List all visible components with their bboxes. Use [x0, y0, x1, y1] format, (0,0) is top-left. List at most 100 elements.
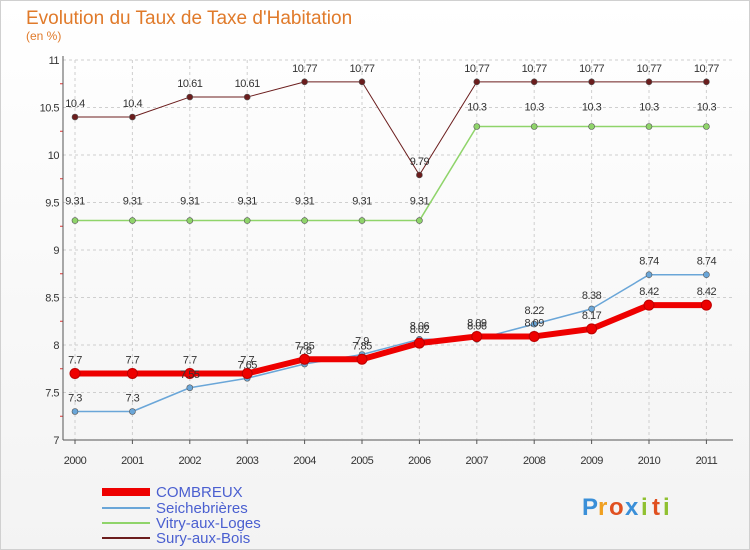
data-label-sury-aux-bois: 10.4	[65, 98, 85, 110]
data-point-combreux	[126, 368, 138, 379]
data-label-combreux: 8.42	[697, 286, 717, 298]
data-label-vitry-aux-loges: 9.31	[352, 196, 372, 208]
data-label-seichebri-res: 8.06	[467, 320, 487, 332]
legend-label: Seichebrières	[156, 500, 248, 517]
legend: COMBREUXSeichebrièresVitry-aux-LogesSury…	[102, 484, 261, 547]
data-label-sury-aux-bois: 10.61	[177, 78, 202, 90]
data-label-vitry-aux-loges: 9.31	[237, 196, 257, 208]
data-label-sury-aux-bois: 10.77	[292, 63, 317, 75]
data-label-combreux: 8.09	[524, 317, 544, 329]
x-tick-label: 2010	[638, 455, 661, 467]
data-point-vitry-aux-loges	[703, 123, 710, 130]
logo-letter: P	[582, 494, 598, 521]
data-point-vitry-aux-loges	[473, 123, 481, 130]
data-label-sury-aux-bois: 10.4	[123, 98, 143, 110]
logo-letter: i	[641, 494, 648, 521]
data-point-vitry-aux-loges	[530, 123, 538, 130]
data-label-vitry-aux-loges: 10.3	[467, 102, 487, 114]
series-line-seichebri-res	[74, 273, 708, 413]
data-point-sury-aux-bois	[301, 78, 308, 86]
y-tick-label: 9.5	[45, 198, 59, 210]
data-label-combreux: 8.09	[467, 317, 487, 329]
data-point-combreux	[528, 330, 540, 342]
data-label-combreux: 7.7	[183, 355, 197, 367]
data-label-vitry-aux-loges: 9.31	[180, 196, 200, 208]
logo-letter: o	[609, 494, 624, 521]
x-tick-label: 2007	[466, 455, 489, 467]
data-label-combreux: 7.7	[126, 355, 140, 367]
logo-letter: t	[652, 494, 660, 521]
data-label-combreux: 7.7	[68, 355, 82, 367]
x-tick-label: 2002	[179, 455, 202, 467]
chart-subtitle: (en %)	[26, 29, 61, 43]
legend-label: Sury-aux-Bois	[156, 530, 250, 547]
y-tick-label: 10.5	[40, 103, 60, 115]
data-label-vitry-aux-loges: 9.31	[295, 196, 315, 208]
data-label-seichebri-res: 7.55	[180, 369, 200, 381]
data-point-seichebri-res	[186, 384, 194, 392]
data-labels: 10.4 10.4 10.61 10.61 10.77 10.77 9.79 10.77 10.…	[65, 63, 720, 405]
series-line-sury-aux-bois	[74, 81, 707, 176]
data-label-seichebri-res: 7.9	[355, 336, 369, 348]
data-point-combreux	[241, 368, 253, 379]
data-label-vitry-aux-loges: 9.31	[410, 196, 430, 208]
data-label-seichebri-res: 7.65	[237, 359, 257, 371]
data-point-combreux	[413, 337, 425, 349]
data-point-combreux	[299, 353, 311, 365]
data-label-sury-aux-bois: 10.77	[694, 63, 719, 75]
data-point-sury-aux-bois	[358, 78, 366, 86]
logo-letter: x	[625, 494, 639, 521]
data-point-seichebri-res	[71, 408, 79, 415]
y-tick-label: 10	[48, 150, 60, 162]
data-label-sury-aux-bois: 10.77	[349, 63, 374, 75]
data-label-sury-aux-bois: 10.77	[522, 63, 547, 75]
legend-label: Vitry-aux-Loges	[156, 515, 261, 532]
data-point-vitry-aux-loges	[186, 217, 194, 224]
data-point-vitry-aux-loges	[243, 217, 251, 224]
data-point-sury-aux-bois	[186, 93, 194, 101]
data-label-vitry-aux-loges: 9.31	[65, 196, 85, 208]
data-point-combreux	[69, 368, 81, 379]
data-label-vitry-aux-loges: 10.3	[697, 102, 717, 114]
data-point-combreux	[471, 330, 483, 342]
logo-letter: r	[598, 494, 607, 521]
data-point-combreux	[356, 353, 368, 365]
data-point-seichebri-res	[129, 408, 136, 415]
y-tick-label: 9	[53, 245, 59, 257]
data-label-seichebri-res: 8.74	[639, 256, 659, 268]
x-tick-label: 2009	[580, 455, 603, 467]
data-label-combreux: 8.42	[639, 286, 659, 298]
data-label-sury-aux-bois: 10.77	[464, 63, 489, 75]
data-point-sury-aux-bois	[645, 78, 653, 86]
x-tick-label: 2003	[236, 455, 259, 467]
data-point-sury-aux-bois	[243, 93, 251, 101]
data-point-seichebri-res	[530, 320, 538, 328]
series-line-vitry-aux-loges	[74, 125, 708, 222]
data-label-combreux: 7.7	[240, 355, 254, 367]
y-tick-label: 11	[49, 55, 60, 67]
series-line-combreux	[72, 302, 710, 377]
data-label-sury-aux-bois: 10.77	[636, 63, 661, 75]
chart-title: Evolution du Taux de Taxe d'Habitation	[26, 8, 352, 29]
data-label-seichebri-res: 7.3	[126, 393, 140, 405]
legend-label: COMBREUX	[156, 484, 243, 501]
data-point-sury-aux-bois	[416, 171, 423, 179]
data-point-sury-aux-bois	[71, 113, 79, 121]
y-tick-label: 8.5	[45, 293, 59, 305]
data-point-sury-aux-bois	[703, 78, 710, 86]
x-tick-label: 2005	[351, 455, 374, 467]
series-group	[69, 78, 712, 415]
x-tick-label: 2008	[523, 455, 546, 467]
data-point-vitry-aux-loges	[588, 123, 595, 130]
data-label-seichebri-res: 8.38	[582, 290, 602, 302]
y-tick-label: 7.5	[45, 388, 59, 400]
data-point-vitry-aux-loges	[71, 217, 79, 224]
data-label-seichebri-res: 8.74	[697, 256, 717, 268]
data-label-vitry-aux-loges: 10.3	[524, 102, 544, 114]
logo-letter: i	[663, 494, 670, 521]
data-label-seichebri-res: 7.8	[298, 345, 312, 357]
x-tick-label: 2000	[64, 455, 87, 467]
grid	[63, 59, 733, 441]
data-point-vitry-aux-loges	[358, 217, 366, 224]
